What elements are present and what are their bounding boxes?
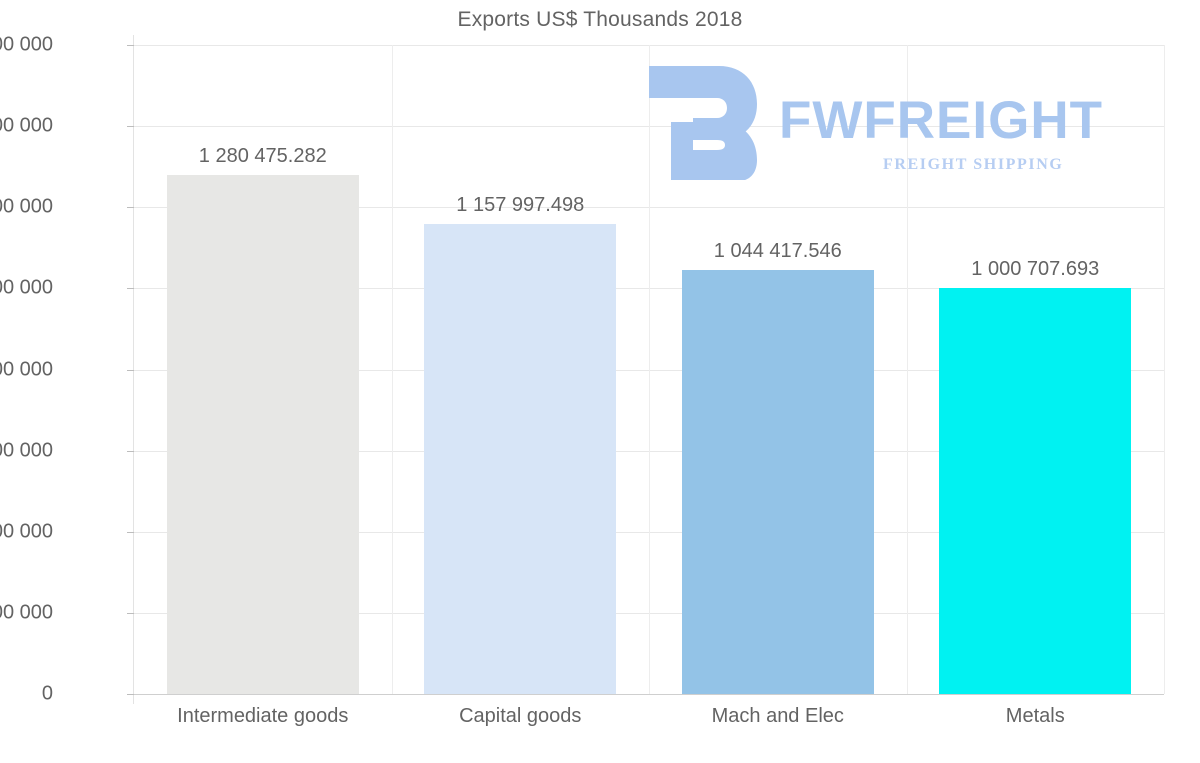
bar-4[interactable] <box>939 288 1132 694</box>
plot-area <box>127 35 1165 704</box>
y-axis-tick-label: 0 <box>41 682 53 705</box>
y-axis-tick <box>127 450 134 452</box>
bar-value-label: 1 157 997.498 <box>456 194 585 217</box>
chart-title: Exports US$ Thousands 2018 <box>457 8 743 31</box>
gridline-vertical <box>391 45 393 694</box>
y-axis-tick <box>127 207 134 209</box>
y-axis-tick-label: 800 000 <box>0 358 53 380</box>
bar-1[interactable] <box>166 174 359 694</box>
bar-value-label: 1 044 417.546 <box>713 240 842 263</box>
y-axis-tick <box>127 531 134 533</box>
y-axis-tick-label: 1 400 000 <box>0 114 53 137</box>
y-axis-tick-label: 1 000 000 <box>0 276 53 299</box>
gridline-vertical <box>906 45 908 694</box>
y-axis-tick-label: 600 000 <box>0 439 53 462</box>
y-axis-tick-label: 200 000 <box>0 601 53 624</box>
gridline-horizontal <box>134 694 1164 695</box>
y-axis-tick <box>127 126 134 128</box>
y-axis-tick <box>127 288 134 290</box>
bar-2[interactable] <box>424 224 617 694</box>
y-axis-tick <box>127 369 134 371</box>
bar-3[interactable] <box>681 270 874 694</box>
y-axis-tick-label: 1 600 000 <box>0 33 53 56</box>
x-axis-tick-label: Intermediate goods <box>177 705 349 727</box>
x-axis-tick-label: Capital goods <box>459 705 582 727</box>
bar-value-label: 1 000 707.693 <box>971 258 1100 281</box>
y-axis-tick <box>127 694 134 695</box>
y-axis-tick-label: 1 200 000 <box>0 195 53 218</box>
x-axis-tick-label: Mach and Elec <box>711 705 844 727</box>
gridline-vertical <box>649 45 650 694</box>
y-axis-tick-label: 400 000 <box>0 520 53 543</box>
x-axis-tick-label: Metals <box>1005 705 1065 727</box>
y-axis-tick <box>127 45 134 46</box>
gridline-vertical <box>1164 45 1165 694</box>
y-axis-tick <box>127 612 134 614</box>
bar-value-label: 1 280 475.282 <box>198 144 327 167</box>
